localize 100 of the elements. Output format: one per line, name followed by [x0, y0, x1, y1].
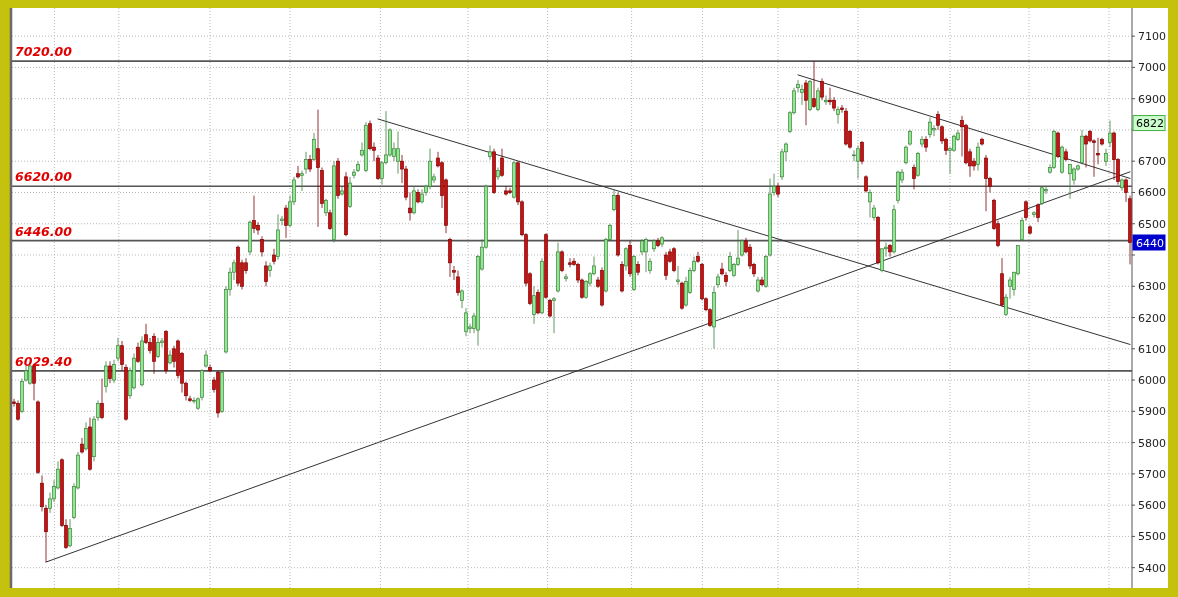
y-tick-label: 6600: [1138, 185, 1166, 199]
candlestick: [1020, 217, 1024, 242]
candlestick: [984, 154, 988, 212]
y-tick-label: 6300: [1138, 279, 1166, 293]
annotation: 6822: [1136, 116, 1164, 130]
candlestick: [776, 182, 780, 198]
candlestick: [1024, 199, 1028, 222]
candlestick: [676, 265, 680, 286]
candlestick: [804, 79, 808, 126]
candlestick: [532, 285, 536, 325]
y-tick-label: 5800: [1138, 436, 1166, 450]
candlestick: [464, 307, 468, 337]
y-tick-label: 5500: [1138, 529, 1166, 543]
candlestick: [348, 176, 352, 209]
candlestick: [488, 145, 492, 161]
candlestick: [328, 209, 332, 231]
candlestick: [396, 131, 400, 175]
y-tick-label: 6100: [1138, 342, 1166, 356]
candlestick: [856, 145, 860, 179]
candlestick: [824, 95, 828, 106]
candlestick: [552, 296, 556, 334]
candlestick: [560, 249, 564, 273]
candlestick: [636, 260, 640, 276]
candlestick: [80, 437, 84, 454]
y-tick-label: 5600: [1138, 498, 1166, 512]
candlestick: [612, 188, 616, 212]
y-tick-label: 7000: [1138, 60, 1166, 74]
candlestick: [500, 148, 504, 178]
candlestick: [68, 518, 72, 548]
y-tick-label: 6700: [1138, 154, 1166, 168]
candlestick: [108, 360, 112, 384]
candlestick: [1036, 203, 1040, 223]
candlestick: [456, 270, 460, 297]
candlestick: [820, 77, 824, 101]
candlestick: [716, 273, 720, 289]
candlestick: [932, 124, 936, 137]
ref-line-label: 6446.00: [15, 223, 73, 239]
candlestick: [264, 260, 268, 287]
candlestick: [564, 273, 568, 282]
candlestick: [816, 87, 820, 112]
candlestick: [508, 187, 512, 195]
candlestick: [100, 378, 104, 420]
candlestick: [920, 135, 924, 148]
candlestick: [728, 251, 732, 273]
candlestick: [116, 337, 120, 362]
candlestick: [536, 289, 540, 315]
y-tick-label: 6000: [1138, 373, 1166, 387]
candlestick: [868, 188, 872, 218]
candlestick: [800, 84, 804, 106]
candlestick: [272, 248, 276, 265]
candlestick: [104, 360, 108, 393]
candlestick: [112, 359, 116, 384]
candlestick: [448, 237, 452, 278]
y-tick-label: 6500: [1138, 217, 1166, 231]
candlestick: [548, 298, 552, 318]
candlestick: [828, 87, 832, 106]
y-tick-label: 5700: [1138, 467, 1166, 481]
y-tick-label: 7100: [1138, 29, 1166, 43]
candlestick: [460, 289, 464, 309]
candlestick: [284, 204, 288, 239]
candlestick: [672, 246, 676, 273]
candlestick: [860, 140, 864, 165]
candlestick: [1056, 131, 1060, 159]
ref-line-label: 6029.40: [15, 353, 73, 369]
candlestick: [644, 237, 648, 273]
candlestick: [624, 246, 628, 272]
candlestick: [1104, 148, 1108, 167]
candlestick: [260, 235, 264, 257]
candlestick: [852, 149, 856, 162]
candlestick: [916, 151, 920, 178]
candlestick: [976, 142, 980, 171]
ref-line-label: 7020.00: [15, 44, 73, 60]
candlestick: [696, 251, 700, 264]
annotation: 6440: [1136, 236, 1164, 249]
y-tick-label: 5400: [1138, 561, 1166, 575]
candlestick: [504, 185, 508, 196]
candlestick: [664, 251, 668, 281]
candlestick: [928, 117, 932, 139]
candlestick: [1068, 163, 1072, 200]
candlestick: [568, 257, 572, 268]
candlestick: [1108, 120, 1112, 148]
candlestick: [208, 364, 212, 373]
candlestick: [312, 132, 316, 162]
candlestick: [412, 185, 416, 215]
candlestick: [352, 168, 356, 179]
y-tick-label: 5900: [1138, 404, 1166, 418]
candlestick: [268, 262, 272, 278]
candlestick: [836, 106, 840, 125]
y-tick-label: 6900: [1138, 92, 1166, 106]
candlestick: [888, 243, 892, 257]
candlestick: [1032, 210, 1036, 218]
candlestick: [496, 167, 500, 181]
y-tick-label: 6200: [1138, 311, 1166, 325]
candlestick: [1084, 134, 1088, 168]
candlestick: [304, 151, 308, 175]
candlestick: [924, 135, 928, 153]
candlestick: [156, 337, 160, 359]
candlestick: [340, 185, 344, 196]
ref-line-label: 6620.00: [15, 169, 73, 185]
candlestick: [136, 342, 140, 364]
